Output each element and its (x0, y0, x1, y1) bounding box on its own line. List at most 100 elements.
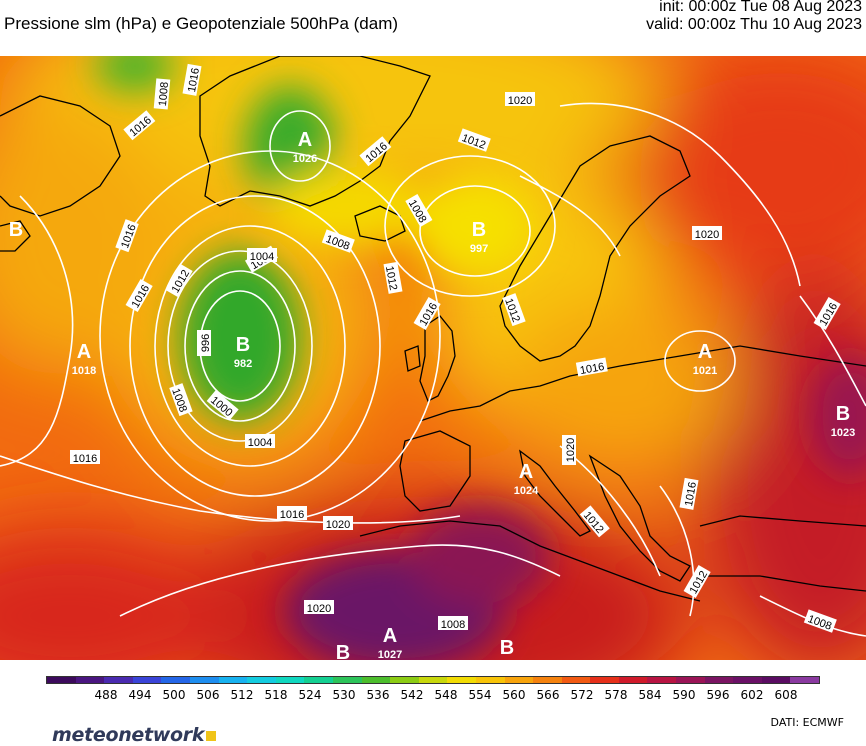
legend-tick-label: 494 (128, 688, 152, 702)
valid-time: valid: 00:00z Thu 10 Aug 2023 (646, 16, 862, 33)
geopotential-core (95, 56, 866, 660)
legend-tick-label: 530 (332, 688, 356, 702)
center-letter: B (472, 219, 486, 241)
legend-swatch (247, 677, 276, 683)
center-letter: A (698, 341, 712, 363)
legend-swatch (275, 677, 305, 683)
center-letter: B (336, 642, 350, 660)
chart-title: Pressione slm (hPa) e Geopotenziale 500h… (4, 14, 399, 33)
isobar-label: 1016 (579, 361, 605, 377)
legend-swatch (47, 677, 76, 683)
isobar-label: 1020 (508, 95, 532, 107)
legend-swatch (189, 677, 219, 683)
isobar-label: 1016 (73, 453, 97, 465)
isobar-label: 996 (200, 334, 212, 352)
isobar-label: 1020 (695, 229, 719, 241)
legend-tick-label: 554 (468, 688, 492, 702)
legend-tick-label: 590 (672, 688, 696, 702)
isobar-labels: 1020 1012 1008 1004 1016 1016 1016 1012 … (70, 63, 841, 633)
isobar-label: 1020 (565, 438, 577, 462)
isobar-label: 1020 (307, 603, 331, 615)
legend-swatch (590, 677, 619, 683)
legend-tick-label: 542 (400, 688, 424, 702)
legend-swatch (790, 677, 820, 683)
legend-swatch (761, 677, 791, 683)
legend-swatch (332, 677, 362, 683)
brand-logo: meteonetwork (52, 724, 217, 746)
legend-tick-label: 506 (196, 688, 220, 702)
pressure-center: B 1023 (831, 403, 855, 439)
pressure-center: A 1027 (378, 625, 402, 660)
center-value: 997 (470, 243, 488, 255)
legend-swatch (132, 677, 162, 683)
isobar-label: 1008 (441, 619, 465, 631)
legend-tick-label: 524 (298, 688, 322, 702)
init-time: init: 00:00z Tue 08 Aug 2023 (659, 0, 862, 15)
pressure-center: B (336, 642, 350, 660)
pressure-center: A 1018 (72, 341, 96, 377)
pressure-center: A 1026 (293, 129, 317, 165)
legend-tick-label: 512 (230, 688, 254, 702)
center-value: 982 (234, 358, 252, 370)
legend-swatch (161, 677, 190, 683)
legend-swatch (447, 677, 476, 683)
isobar-label: 1016 (683, 481, 699, 507)
isobar-label: 1008 (157, 81, 171, 106)
center-letter: B (836, 403, 850, 425)
center-value: 1026 (293, 153, 317, 165)
center-letter: A (383, 625, 397, 647)
legend-tick-label: 578 (604, 688, 628, 702)
legend-swatch (361, 677, 391, 683)
center-letter: A (519, 461, 533, 483)
legend-tick-label: 518 (264, 688, 288, 702)
legend-ticks: 488 494 500 506 512 518 524 530 536 542 548 554 560 5… (46, 688, 820, 704)
pressure-center: B (9, 219, 23, 241)
center-letter: B (500, 637, 514, 659)
center-letter: B (9, 219, 23, 241)
legend-swatch (304, 677, 333, 683)
coastlines (0, 56, 866, 602)
legend-tick-label: 584 (638, 688, 662, 702)
legend-swatch (104, 677, 133, 683)
legend-tick-label: 602 (740, 688, 764, 702)
center-value: 1021 (693, 365, 717, 377)
isobar-label: 1016 (280, 509, 304, 521)
isobar-label: 1004 (248, 437, 272, 449)
map-svg: 1020 1012 1008 1004 1016 1016 1016 1012 … (0, 56, 866, 660)
center-letter: A (77, 341, 91, 363)
legend-swatch (704, 677, 734, 683)
isobar-label: 1004 (250, 251, 274, 263)
legend-swatch (218, 677, 248, 683)
logo-square-icon (206, 731, 217, 741)
legend-swatch (647, 677, 677, 683)
legend-swatch (475, 677, 505, 683)
pressure-center: B 997 (470, 219, 488, 255)
center-value: 1024 (514, 485, 539, 497)
isobar-label: 1016 (186, 67, 202, 93)
weather-map: 1020 1012 1008 1004 1016 1016 1016 1012 … (0, 56, 866, 660)
legend-swatch (533, 677, 562, 683)
pressure-centers: A 1026 B 997 B 982 A 1018 A 1021 (9, 129, 855, 660)
legend-tick-label: 608 (774, 688, 798, 702)
center-value: 1027 (378, 649, 402, 660)
center-value: 1023 (831, 427, 855, 439)
isobars (0, 102, 866, 637)
legend-tick-label: 596 (706, 688, 730, 702)
legend-tick-label: 536 (366, 688, 390, 702)
pressure-center: A 1024 (514, 461, 539, 497)
legend-swatch (75, 677, 105, 683)
legend-swatch (733, 677, 762, 683)
legend-swatch (561, 677, 591, 683)
legend-colorbar (46, 676, 820, 684)
pressure-center: B 982 (234, 334, 252, 370)
brand-text: meteonetwork (52, 724, 205, 746)
data-source: DATI: ECMWF (770, 716, 844, 729)
pressure-center: B (500, 637, 514, 659)
legend-swatch (504, 677, 534, 683)
pressure-center: A 1021 (693, 341, 717, 377)
legend-tick-label: 500 (162, 688, 186, 702)
isobar-label: 1020 (326, 519, 350, 531)
legend-tick-label: 560 (502, 688, 526, 702)
center-letter: B (236, 334, 250, 356)
legend-swatch (418, 677, 448, 683)
